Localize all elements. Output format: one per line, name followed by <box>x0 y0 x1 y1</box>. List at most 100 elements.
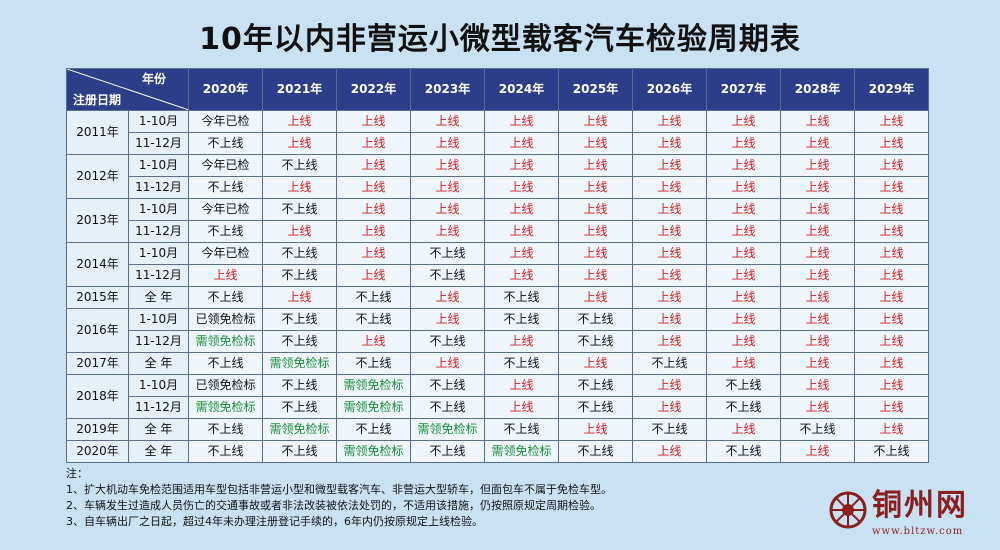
table-row: 2015年全 年不上线 上线 不上线 上线 不上线 上线 上线 上线 上线 上线 <box>66 286 929 309</box>
inspection-status-cell: 上线 <box>336 154 411 177</box>
inspection-status-cell: 上线 <box>484 154 559 177</box>
inspection-status-cell: 不上线 <box>188 176 263 199</box>
inspection-status-cell: 上线 <box>262 110 337 133</box>
inspection-status-cell: 上线 <box>780 330 855 353</box>
inspection-status-cell: 上线 <box>336 330 411 353</box>
inspection-status-cell: 上线 <box>780 154 855 177</box>
note-item: 1、扩大机动车免检范围适用车型包括非营运小型和微型载客汽车、非营运大型轿车，但面… <box>66 483 612 496</box>
inspection-status-cell: 不上线 <box>484 286 559 309</box>
inspection-status-cell: 需领免检标 <box>336 440 411 463</box>
inspection-status-cell: 上线 <box>780 198 855 221</box>
inspection-status-cell: 上线 <box>410 308 485 331</box>
inspection-status-cell: 不上线 <box>632 352 707 375</box>
inspection-status-cell: 上线 <box>632 154 707 177</box>
year-header: 2029年 <box>854 68 929 111</box>
inspection-status-cell: 不上线 <box>558 396 633 419</box>
inspection-status-cell: 上线 <box>780 308 855 331</box>
inspection-status-cell: 上线 <box>262 220 337 243</box>
inspection-status-cell: 上线 <box>632 198 707 221</box>
inspection-status-cell: 上线 <box>632 286 707 309</box>
inspection-status-cell: 上线 <box>632 330 707 353</box>
table-row: 2018年 1-10月 已领免检标 不上线 需领免检标 不上线 上线 不上线 上线 不上线 上线 上线 <box>66 374 929 419</box>
inspection-status-cell: 上线 <box>336 242 411 265</box>
registration-month: 11-12月 <box>128 330 189 353</box>
inspection-status-cell: 上线 <box>558 176 633 199</box>
inspection-status-cell: 不上线 <box>262 264 337 287</box>
registration-year: 2014年 <box>66 242 129 287</box>
table-row: 2011年 1-10月 今年已检 上线 上线 上线 上线 上线 上线 上线 上线 上线 <box>66 110 929 155</box>
inspection-status-cell: 需领免检标 <box>262 418 337 441</box>
inspection-status-cell: 不上线 <box>780 418 855 441</box>
year-header: 2020年 <box>188 68 263 111</box>
inspection-status-cell: 不上线 <box>706 440 781 463</box>
inspection-status-cell: 不上线 <box>336 418 411 441</box>
inspection-status-cell: 上线 <box>780 132 855 155</box>
year-header: 2021年 <box>262 68 337 111</box>
year-header: 2028年 <box>780 68 855 111</box>
inspection-status-cell: 不上线 <box>410 330 485 353</box>
inspection-status-cell: 上线 <box>632 374 707 397</box>
registration-month: 全 年 <box>128 352 189 375</box>
inspection-status-cell: 上线 <box>558 242 633 265</box>
inspection-status-cell: 不上线 <box>558 440 633 463</box>
registration-month: 1-10月 <box>128 154 189 177</box>
registration-year: 2012年 <box>66 154 129 199</box>
inspection-status-cell: 上线 <box>336 264 411 287</box>
inspection-status-cell: 不上线 <box>410 242 485 265</box>
inspection-status-cell: 不上线 <box>484 352 559 375</box>
inspection-status-cell: 上线 <box>558 286 633 309</box>
inspection-status-cell: 上线 <box>410 110 485 133</box>
inspection-status-cell: 上线 <box>558 154 633 177</box>
inspection-status-cell: 不上线 <box>558 374 633 397</box>
inspection-status-cell: 不上线 <box>410 396 485 419</box>
site-logo: 铜州网 www.bltzw.com <box>828 484 978 544</box>
inspection-status-cell: 上线 <box>484 242 559 265</box>
year-header: 2023年 <box>410 68 485 111</box>
inspection-status-cell: 已领免检标 <box>188 374 263 397</box>
inspection-status-cell: 不上线 <box>558 330 633 353</box>
notes-heading: 注： <box>66 467 88 480</box>
inspection-status-cell: 上线 <box>706 220 781 243</box>
inspection-status-cell: 上线 <box>410 352 485 375</box>
inspection-status-cell: 不上线 <box>188 132 263 155</box>
inspection-status-cell: 今年已检 <box>188 154 263 177</box>
inspection-status-cell: 上线 <box>854 154 929 177</box>
inspection-status-cell: 不上线 <box>262 330 337 353</box>
inspection-status-cell: 需领免检标 <box>188 396 263 419</box>
inspection-status-cell: 不上线 <box>188 352 263 375</box>
inspection-status-cell: 上线 <box>262 176 337 199</box>
table-row: 2019年全 年不上线 需领免检标 不上线 需领免检标 不上线 上线 不上线 上线 不上线 上线 <box>66 418 929 441</box>
inspection-status-cell: 上线 <box>706 418 781 441</box>
inspection-status-cell: 不上线 <box>262 242 337 265</box>
table-row: 11-12月 上线 不上线 上线 不上线 上线 上线 上线 上线 上线 上线 <box>67 264 929 287</box>
inspection-status-cell: 不上线 <box>336 308 411 331</box>
inspection-status-cell: 不上线 <box>484 308 559 331</box>
inspection-status-cell: 上线 <box>558 264 633 287</box>
inspection-status-cell: 上线 <box>188 264 263 287</box>
registration-year: 2017年 <box>66 352 129 375</box>
inspection-status-cell: 上线 <box>336 176 411 199</box>
inspection-status-cell: 上线 <box>558 110 633 133</box>
year-header: 2027年 <box>706 68 781 111</box>
inspection-status-cell: 上线 <box>780 440 855 463</box>
inspection-status-cell: 上线 <box>484 176 559 199</box>
inspection-status-cell: 上线 <box>854 396 929 419</box>
table-row: 2014年 1-10月 今年已检 不上线 上线 不上线 上线 上线 上线 上线 上线 上线 <box>66 242 929 287</box>
corner-label-year: 年份 <box>141 72 166 86</box>
inspection-status-cell: 需领免检标 <box>188 330 263 353</box>
table-body: 2011年 1-10月 今年已检 上线 上线 上线 上线 上线 上线 上线 上线 上线 11-12月 不上… <box>66 110 929 463</box>
inspection-status-cell: 上线 <box>632 264 707 287</box>
inspection-status-cell: 上线 <box>632 242 707 265</box>
note-item: 3、自车辆出厂之日起，超过4年未办理注册登记手续的，6年内仍按原规定上线检验。 <box>66 515 483 528</box>
registration-month: 全 年 <box>128 440 189 463</box>
notes: 注： 1、扩大机动车免检范围适用车型包括非营运小型和微型载客汽车、非营运大型轿车… <box>66 466 886 530</box>
inspection-status-cell: 上线 <box>706 132 781 155</box>
inspection-status-cell: 上线 <box>854 374 929 397</box>
table-row: 2020年全 年不上线 不上线 需领免检标 不上线 需领免检标 不上线 上线 不上线 上线 不上线 <box>66 440 929 463</box>
inspection-status-cell: 不上线 <box>262 308 337 331</box>
inspection-status-cell: 不上线 <box>262 374 337 397</box>
inspection-status-cell: 上线 <box>706 352 781 375</box>
inspection-status-cell: 上线 <box>558 220 633 243</box>
inspection-status-cell: 今年已检 <box>188 242 263 265</box>
table-row: 11-12月 需领免检标 不上线 上线 不上线 上线 不上线 上线 上线 上线 上线 <box>67 330 929 353</box>
